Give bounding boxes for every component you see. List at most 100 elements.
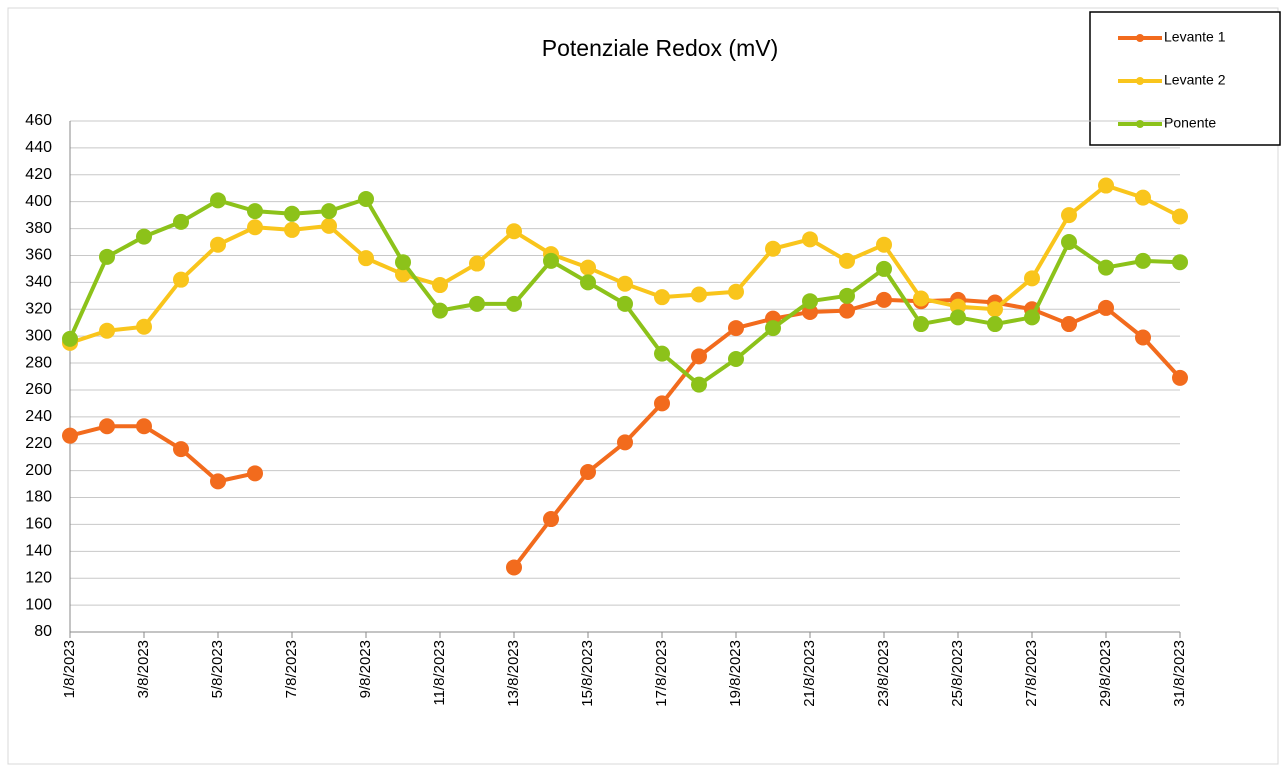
x-tick-label: 1/8/2023 <box>61 640 78 698</box>
data-point <box>654 395 670 412</box>
data-point <box>654 345 670 362</box>
data-point <box>876 291 892 308</box>
data-point <box>1098 177 1114 194</box>
data-point <box>580 274 596 291</box>
data-point <box>247 465 263 482</box>
x-tick-label: 23/8/2023 <box>875 640 892 707</box>
data-point <box>1098 299 1114 316</box>
y-tick-label: 340 <box>25 274 52 291</box>
data-point <box>802 231 818 248</box>
y-tick-label: 320 <box>25 300 52 317</box>
data-point <box>469 255 485 272</box>
x-tick-label: 19/8/2023 <box>727 640 744 707</box>
y-tick-label: 100 <box>25 596 52 613</box>
y-tick-label: 280 <box>25 354 52 371</box>
data-point <box>1061 316 1077 333</box>
data-point <box>1061 207 1077 224</box>
y-tick-label: 440 <box>25 139 52 156</box>
y-tick-label: 460 <box>25 112 52 129</box>
data-point <box>210 473 226 490</box>
y-tick-label: 420 <box>25 166 52 183</box>
data-point <box>506 223 522 240</box>
y-tick-label: 300 <box>25 327 52 344</box>
data-point <box>802 293 818 310</box>
data-point <box>432 302 448 319</box>
x-tick-label: 21/8/2023 <box>801 640 818 707</box>
x-tick-label: 17/8/2023 <box>653 640 670 707</box>
chart-frame <box>7 7 1279 765</box>
data-point <box>136 318 152 335</box>
x-tick-label: 29/8/2023 <box>1097 640 1114 707</box>
x-tick-label: 9/8/2023 <box>357 640 374 698</box>
data-point <box>173 271 189 288</box>
data-point <box>839 252 855 269</box>
legend-marker <box>1136 77 1144 85</box>
data-point <box>950 309 966 326</box>
y-tick-label: 140 <box>25 543 52 560</box>
legend-label: Ponente <box>1164 115 1216 131</box>
data-point <box>987 316 1003 333</box>
data-point <box>1061 234 1077 251</box>
data-point <box>839 302 855 319</box>
legend-label: Levante 2 <box>1164 72 1226 88</box>
data-point <box>617 295 633 312</box>
x-tick-label: 7/8/2023 <box>283 640 300 698</box>
data-point <box>1135 329 1151 346</box>
data-point <box>358 250 374 267</box>
y-tick-label: 360 <box>25 247 52 264</box>
data-point <box>99 322 115 339</box>
data-point <box>913 290 929 307</box>
data-point <box>987 301 1003 318</box>
x-tick-label: 5/8/2023 <box>209 640 226 698</box>
x-tick-label: 3/8/2023 <box>135 640 152 698</box>
data-point <box>913 316 929 333</box>
x-tick-label: 11/8/2023 <box>431 640 448 706</box>
data-point <box>876 260 892 277</box>
data-point <box>358 190 374 207</box>
data-point <box>247 203 263 220</box>
data-point <box>210 192 226 209</box>
data-point <box>728 283 744 300</box>
data-point <box>247 219 263 236</box>
data-point <box>321 203 337 220</box>
data-point <box>580 463 596 480</box>
x-tick-label: 25/8/2023 <box>949 640 966 707</box>
data-point <box>728 320 744 337</box>
x-tick-label: 31/8/2023 <box>1171 640 1188 707</box>
y-tick-label: 200 <box>25 462 52 479</box>
data-point <box>173 213 189 230</box>
data-point <box>506 295 522 312</box>
data-point <box>691 376 707 393</box>
data-point <box>210 236 226 253</box>
data-point <box>506 559 522 576</box>
data-point <box>580 259 596 276</box>
data-point <box>617 434 633 451</box>
data-point <box>99 418 115 435</box>
y-tick-label: 180 <box>25 489 52 506</box>
data-point <box>136 418 152 435</box>
legend-marker <box>1136 34 1144 42</box>
data-point <box>765 320 781 337</box>
data-point <box>321 217 337 234</box>
data-point <box>284 205 300 222</box>
x-tick-label: 15/8/2023 <box>579 640 596 707</box>
data-point <box>1172 208 1188 225</box>
data-point <box>876 236 892 253</box>
data-point <box>728 351 744 368</box>
data-point <box>654 289 670 306</box>
data-point <box>691 286 707 303</box>
y-tick-label: 160 <box>25 516 52 533</box>
data-point <box>543 511 559 528</box>
y-tick-label: 380 <box>25 220 52 237</box>
data-point <box>1172 369 1188 386</box>
data-point <box>284 221 300 238</box>
data-point <box>1135 189 1151 206</box>
y-tick-label: 260 <box>25 381 52 398</box>
data-point <box>469 295 485 312</box>
y-tick-label: 400 <box>25 193 52 210</box>
data-point <box>173 441 189 458</box>
x-tick-label: 13/8/2023 <box>505 640 522 707</box>
data-point <box>691 348 707 365</box>
legend-label: Levante 1 <box>1164 29 1226 45</box>
